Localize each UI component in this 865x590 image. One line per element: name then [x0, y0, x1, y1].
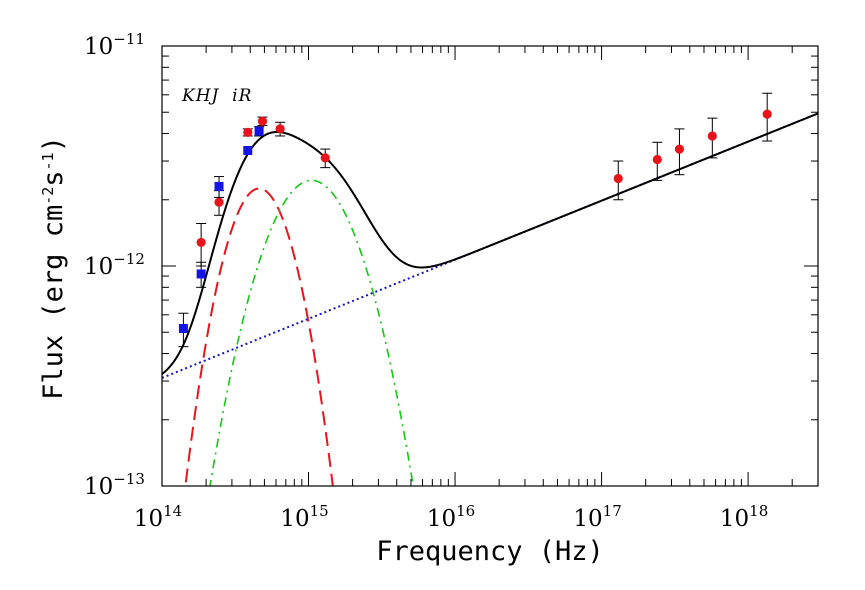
data-point-circle	[652, 154, 662, 165]
x-axis-title: Frequency (Hz)	[376, 536, 604, 567]
x-tick-label-exp: 17	[603, 502, 622, 520]
data-point-square	[243, 145, 253, 155]
y-axis-title-part: -2	[39, 187, 57, 205]
y-tick-label: 10−11	[84, 30, 145, 60]
x-tick-label-base: 10	[573, 506, 602, 532]
x-tick-label-base: 10	[720, 506, 749, 532]
x-tick-label-base: 10	[134, 506, 163, 532]
data-point-circle	[243, 127, 253, 137]
y-tick-label-base: 10	[84, 474, 113, 500]
plot-area	[162, 92, 818, 486]
x-tick-label: 1018	[720, 502, 768, 532]
x-tick-label-exp: 14	[163, 502, 182, 520]
data-point-circle	[320, 153, 330, 163]
y-axis-title: Flux (erg cm-2s-1)	[38, 136, 69, 400]
y-tick-label-base: 10	[84, 34, 113, 60]
x-tick-label-exp: 15	[310, 502, 329, 520]
data-point-circle	[275, 124, 285, 134]
data-point-circle	[257, 116, 268, 126]
data-point-circle	[196, 237, 206, 248]
y-tick-label-exp: −11	[113, 30, 145, 48]
x-tick-label: 1015	[280, 502, 328, 532]
y-axis-title-part: s	[38, 170, 69, 186]
y-tick-label-base: 10	[84, 254, 113, 280]
y-tick-label-exp: −12	[113, 250, 145, 268]
data-point-square	[254, 126, 264, 136]
data-point-circle	[762, 109, 772, 119]
red-component-model-line	[184, 187, 334, 486]
y-axis-title-part: Flux (erg cm	[38, 205, 69, 400]
x-tick-label: 1016	[427, 502, 475, 532]
data-point-circle	[674, 144, 685, 154]
data-point-circle	[707, 131, 717, 141]
x-tick-label-base: 10	[280, 506, 309, 532]
x-tick-label-exp: 18	[749, 502, 768, 520]
data-point-square	[178, 323, 188, 333]
data-point-circle	[613, 173, 623, 184]
y-tick-label: 10−13	[84, 470, 145, 500]
band-label: KHJ iR	[181, 86, 252, 106]
x-tick-label-base: 10	[427, 506, 456, 532]
x-tick-label: 1014	[134, 502, 182, 532]
data-point-square	[196, 269, 206, 279]
y-tick-label: 10−12	[84, 250, 145, 280]
y-tick-label-exp: −13	[113, 470, 145, 488]
x-tick-label-exp: 16	[456, 502, 475, 520]
data-point-square	[214, 181, 224, 191]
x-tick-label: 1017	[573, 502, 621, 532]
y-axis-title-part: -1	[39, 152, 57, 170]
data-point-circle	[214, 197, 224, 207]
y-axis-title-part: )	[38, 136, 69, 152]
